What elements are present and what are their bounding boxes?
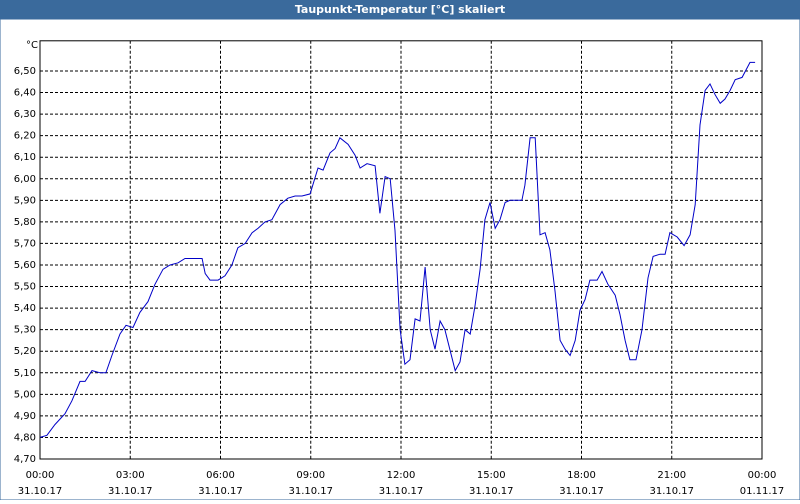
x-tick-label: 12:00	[387, 470, 416, 481]
x-tick-date: 31.10.17	[559, 486, 604, 497]
x-tick-date: 31.10.17	[469, 486, 514, 497]
x-tick-date: 31.10.17	[288, 486, 333, 497]
title-bar	[0, 0, 800, 19]
x-tick-label: 15:00	[477, 470, 506, 481]
x-tick-label: 18:00	[567, 470, 596, 481]
y-tick-label: 5,30	[14, 325, 36, 336]
y-tick-label: 5,50	[14, 282, 36, 293]
y-tick-label: 5,90	[14, 195, 36, 206]
y-tick-label: 5,10	[14, 368, 36, 379]
chart-title: Taupunkt-Temperatur [°C] skaliert	[295, 3, 505, 16]
x-tick-label: 06:00	[206, 470, 235, 481]
x-tick-date: 01.11.17	[740, 486, 785, 497]
x-tick-date: 31.10.17	[18, 486, 63, 497]
y-tick-label: 5,80	[14, 217, 36, 228]
y-tick-label: 4,80	[14, 432, 36, 443]
x-tick-date: 31.10.17	[108, 486, 153, 497]
data-line	[39, 61, 756, 438]
x-tick-label: 03:00	[116, 470, 145, 481]
y-tick-label: 5,70	[14, 238, 36, 249]
y-tick-label: 6,40	[14, 88, 36, 99]
x-tick-label: 09:00	[296, 470, 325, 481]
x-tick-label: 00:00	[26, 470, 55, 481]
y-tick-label: 4,70	[14, 454, 36, 465]
y-tick-label: 5,00	[14, 389, 36, 400]
y-tick-label: 5,60	[14, 260, 36, 271]
y-tick-label: 4,90	[14, 411, 36, 422]
x-tick-date: 31.10.17	[649, 486, 694, 497]
plot-area	[39, 40, 763, 460]
y-tick-label: 6,30	[14, 109, 36, 120]
x-tick-label: 21:00	[657, 470, 686, 481]
y-tick-label: 6,20	[14, 131, 36, 142]
y-tick-label: 6,10	[14, 152, 36, 163]
y-axis-label: °C	[26, 40, 38, 51]
y-tick-label: 6,00	[14, 174, 36, 185]
x-tick-date: 31.10.17	[379, 486, 424, 497]
y-tick-label: 5,40	[14, 303, 36, 314]
x-tick-label: 00:00	[748, 470, 777, 481]
y-tick-label: 6,50	[14, 66, 36, 77]
y-tick-label: 5,20	[14, 346, 36, 357]
x-tick-date: 31.10.17	[198, 486, 243, 497]
